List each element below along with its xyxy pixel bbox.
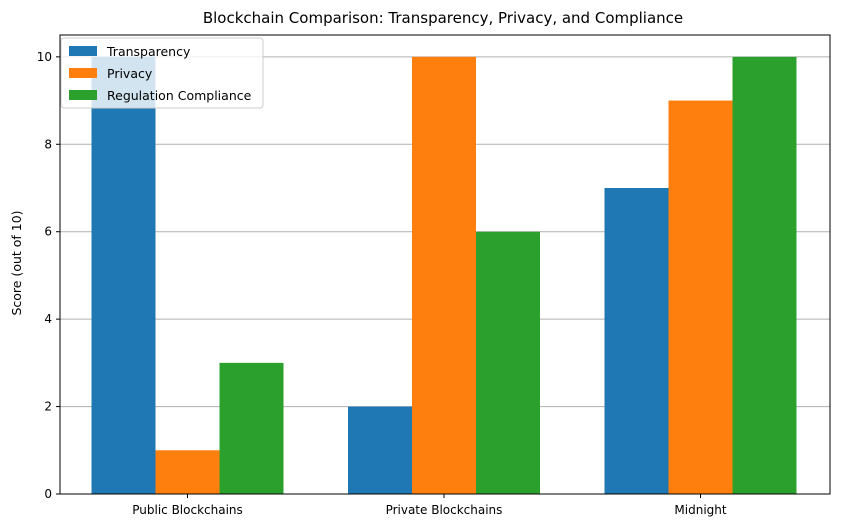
bar-transparency-private-blockchains: [348, 406, 412, 494]
y-axis-label: Score (out of 10): [9, 210, 24, 315]
x-tick-label: Midnight: [674, 503, 726, 517]
y-tick-label: 0: [44, 487, 52, 501]
x-tick-label: Public Blockchains: [132, 503, 243, 517]
legend-label: Regulation Compliance: [107, 88, 252, 103]
x-axis: Public Blockchains Private Blockchains Mid…: [132, 494, 727, 517]
legend-label: Privacy: [107, 66, 153, 81]
plot-frame: [59, 34, 831, 495]
bar-regulation-compliance-midnight: [732, 56, 797, 494]
bar-privacy-public-blockchains: [155, 450, 220, 494]
bar-transparency-midnight: [604, 188, 669, 494]
x-tick-label: Private Blockchains: [386, 503, 503, 517]
y-tick-label: 4: [44, 312, 52, 326]
y-tick-label: 6: [44, 225, 52, 239]
legend-swatch-transparency: [69, 46, 97, 56]
bar-regulation-compliance-private-blockchains: [476, 231, 540, 494]
legend: Transparency Privacy Regulation Compliance: [60, 37, 264, 109]
bar-privacy-midnight: [668, 100, 733, 495]
chart-title: Blockchain Comparison: Transparency, Pri…: [203, 9, 683, 27]
legend-box: [60, 37, 264, 109]
legend-swatch-regulation-compliance: [69, 90, 97, 100]
bars: [91, 56, 797, 495]
legend-swatch-privacy: [69, 68, 97, 78]
y-axis: 0 2 4 6 8 10: [37, 50, 60, 501]
y-tick-label: 2: [44, 400, 52, 414]
legend-label: Transparency: [106, 44, 191, 59]
y-tick-label: 10: [37, 50, 52, 64]
bar-regulation-compliance-public-blockchains: [219, 362, 284, 494]
bar-privacy-private-blockchains: [412, 56, 476, 494]
y-tick-label: 8: [44, 137, 52, 151]
bar-transparency-public-blockchains: [91, 56, 156, 494]
